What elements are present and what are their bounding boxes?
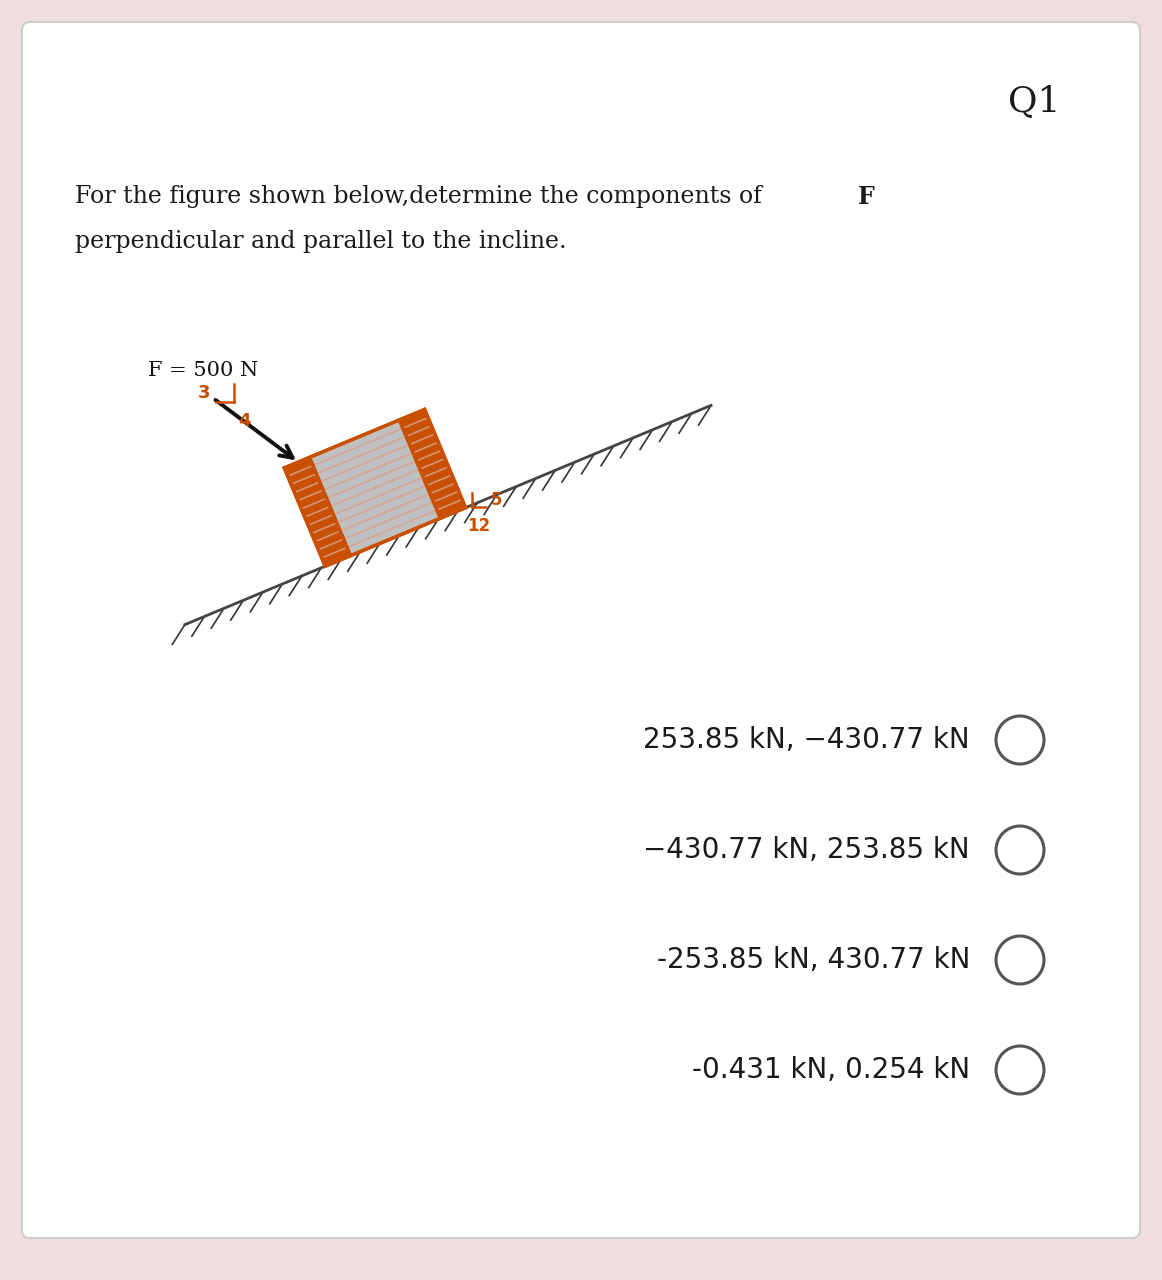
Text: F = 500 N: F = 500 N bbox=[148, 361, 258, 380]
Text: 253.85 kN, −430.77 kN: 253.85 kN, −430.77 kN bbox=[644, 726, 970, 754]
Text: −430.77 kN, 253.85 kN: −430.77 kN, 253.85 kN bbox=[644, 836, 970, 864]
Text: -0.431 kN, 0.254 kN: -0.431 kN, 0.254 kN bbox=[691, 1056, 970, 1084]
Polygon shape bbox=[309, 420, 440, 556]
Text: F: F bbox=[858, 186, 875, 209]
Text: 5: 5 bbox=[490, 492, 502, 509]
FancyBboxPatch shape bbox=[22, 22, 1140, 1238]
Text: For the figure shown below,determine the components of: For the figure shown below,determine the… bbox=[76, 186, 769, 207]
Text: 12: 12 bbox=[467, 517, 490, 535]
Text: -253.85 kN, 430.77 kN: -253.85 kN, 430.77 kN bbox=[657, 946, 970, 974]
Text: Q1: Q1 bbox=[1007, 84, 1060, 119]
Polygon shape bbox=[285, 410, 466, 566]
Text: 3: 3 bbox=[198, 384, 210, 402]
Text: 4: 4 bbox=[238, 412, 251, 430]
Text: perpendicular and parallel to the incline.: perpendicular and parallel to the inclin… bbox=[76, 230, 567, 253]
